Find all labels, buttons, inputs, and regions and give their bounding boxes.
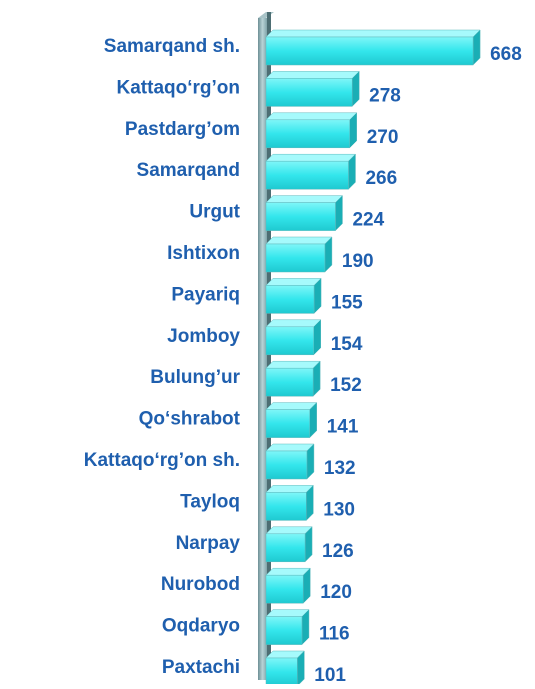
bar-top: [265, 526, 313, 535]
value-label: 116: [319, 624, 350, 645]
category-label: Narpay: [176, 533, 241, 554]
bar: [265, 285, 315, 314]
bar-top: [265, 153, 357, 162]
bar-top: [265, 485, 314, 493]
category-label: Kattaqo‘rg’on sh.: [84, 450, 240, 471]
bar-top: [265, 319, 322, 328]
category-label: Paxtachi: [162, 657, 240, 678]
bar-top: [265, 402, 318, 410]
value-label: 141: [327, 417, 359, 438]
bar-top: [265, 112, 358, 121]
value-label: 224: [352, 210, 384, 231]
bar-top: [265, 443, 315, 452]
bar-top: [265, 278, 322, 286]
bar: [265, 78, 353, 107]
bar-top: [265, 29, 481, 38]
bar-top: [265, 567, 311, 576]
axis-wall-top: [258, 12, 274, 18]
value-label: 270: [367, 127, 399, 148]
bar-top: [265, 236, 333, 245]
value-label: 266: [365, 168, 397, 189]
value-label: 668: [490, 44, 522, 65]
bar-top: [265, 71, 360, 79]
category-label: Payariq: [171, 284, 240, 305]
bar: [265, 202, 336, 231]
category-label: Pastdarg’om: [125, 119, 240, 140]
category-label: Nurobod: [161, 574, 240, 595]
bar: [265, 450, 308, 480]
category-label: Bulung’ur: [150, 367, 240, 388]
category-label: Kattaqo‘rg’on: [117, 77, 241, 98]
bar: [265, 160, 349, 190]
axis-wall: [258, 18, 267, 680]
category-label: Urgut: [189, 202, 240, 223]
bar: [265, 119, 350, 149]
bar: [265, 533, 306, 563]
value-label: 132: [324, 458, 356, 479]
bar: [265, 492, 307, 521]
value-label: 130: [323, 499, 355, 520]
value-label: 126: [322, 541, 354, 562]
bar-top: [265, 609, 310, 617]
bars: [265, 29, 481, 687]
value-label: 155: [331, 292, 363, 313]
bar: [265, 657, 298, 687]
value-label: 154: [331, 334, 363, 355]
category-label: Jomboy: [167, 326, 240, 347]
value-label: 190: [342, 251, 374, 272]
category-label: Ishtixon: [167, 243, 240, 264]
bar: [265, 36, 474, 66]
bar: [265, 243, 326, 273]
value-label: 101: [314, 665, 346, 684]
bar: [265, 409, 310, 438]
bar: [265, 326, 314, 356]
bar: [265, 616, 303, 645]
value-label: 278: [369, 85, 401, 106]
category-label: Qo‘shrabot: [139, 409, 241, 430]
bar: [265, 367, 314, 397]
bar-top: [265, 195, 344, 203]
bar-top: [265, 360, 321, 369]
category-label: Oqdaryo: [162, 616, 240, 637]
bar: [265, 574, 304, 604]
value-label: 152: [330, 375, 362, 396]
category-label: Samarqand sh.: [104, 36, 240, 57]
value-label: 120: [320, 582, 352, 603]
category-label: Samarqand: [137, 160, 240, 181]
category-label: Tayloq: [180, 491, 240, 512]
